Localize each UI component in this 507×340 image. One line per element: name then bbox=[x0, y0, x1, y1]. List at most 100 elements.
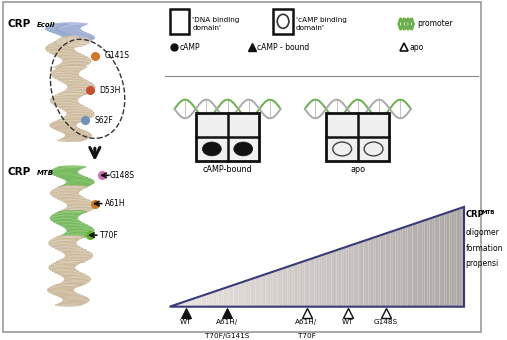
Ellipse shape bbox=[62, 91, 90, 94]
Polygon shape bbox=[224, 288, 226, 307]
Ellipse shape bbox=[58, 235, 86, 238]
Ellipse shape bbox=[64, 256, 92, 259]
Ellipse shape bbox=[61, 131, 88, 133]
Ellipse shape bbox=[51, 126, 78, 129]
Polygon shape bbox=[317, 256, 319, 307]
Ellipse shape bbox=[54, 41, 83, 44]
Ellipse shape bbox=[45, 47, 74, 50]
Polygon shape bbox=[246, 280, 248, 307]
Ellipse shape bbox=[57, 105, 85, 108]
Polygon shape bbox=[447, 212, 449, 307]
Ellipse shape bbox=[62, 36, 91, 38]
Ellipse shape bbox=[63, 23, 88, 25]
Ellipse shape bbox=[63, 298, 89, 300]
Ellipse shape bbox=[54, 174, 82, 176]
Ellipse shape bbox=[60, 302, 87, 304]
Text: Ecoli: Ecoli bbox=[37, 22, 55, 28]
Ellipse shape bbox=[57, 40, 86, 42]
Ellipse shape bbox=[49, 265, 76, 267]
Ellipse shape bbox=[66, 40, 80, 48]
Polygon shape bbox=[351, 244, 353, 307]
Polygon shape bbox=[369, 239, 371, 307]
Polygon shape bbox=[329, 252, 332, 307]
Ellipse shape bbox=[54, 293, 80, 296]
Ellipse shape bbox=[53, 128, 80, 130]
Ellipse shape bbox=[333, 142, 351, 156]
Ellipse shape bbox=[51, 73, 79, 76]
Polygon shape bbox=[364, 240, 366, 307]
Polygon shape bbox=[422, 220, 425, 307]
Ellipse shape bbox=[47, 29, 76, 32]
Polygon shape bbox=[293, 264, 295, 307]
Ellipse shape bbox=[58, 92, 86, 96]
Ellipse shape bbox=[47, 290, 74, 292]
Ellipse shape bbox=[51, 238, 79, 241]
Ellipse shape bbox=[52, 122, 79, 124]
Polygon shape bbox=[442, 214, 445, 307]
Ellipse shape bbox=[63, 275, 89, 278]
Text: G148S: G148S bbox=[110, 171, 134, 180]
Ellipse shape bbox=[50, 244, 78, 247]
Ellipse shape bbox=[56, 260, 83, 263]
Polygon shape bbox=[209, 292, 211, 307]
Ellipse shape bbox=[49, 243, 77, 246]
Text: A61H/: A61H/ bbox=[296, 319, 318, 325]
Ellipse shape bbox=[58, 29, 82, 32]
Polygon shape bbox=[280, 269, 282, 307]
Ellipse shape bbox=[54, 221, 82, 224]
Polygon shape bbox=[192, 299, 194, 307]
Ellipse shape bbox=[59, 282, 86, 285]
Ellipse shape bbox=[66, 35, 80, 42]
Text: CRP: CRP bbox=[8, 19, 31, 29]
Polygon shape bbox=[199, 296, 201, 307]
Polygon shape bbox=[187, 300, 189, 307]
Text: oligomer: oligomer bbox=[465, 227, 499, 237]
Ellipse shape bbox=[67, 86, 95, 89]
Ellipse shape bbox=[51, 42, 80, 45]
Ellipse shape bbox=[66, 206, 95, 209]
Ellipse shape bbox=[202, 142, 221, 156]
Polygon shape bbox=[358, 242, 361, 307]
Ellipse shape bbox=[55, 94, 83, 97]
Polygon shape bbox=[405, 226, 408, 307]
Ellipse shape bbox=[61, 61, 91, 64]
Polygon shape bbox=[437, 215, 440, 307]
Ellipse shape bbox=[234, 142, 252, 156]
Text: 'DNA binding
domain': 'DNA binding domain' bbox=[192, 17, 240, 31]
Ellipse shape bbox=[57, 139, 84, 142]
Ellipse shape bbox=[57, 222, 85, 225]
Polygon shape bbox=[339, 249, 341, 307]
Polygon shape bbox=[393, 230, 395, 307]
Ellipse shape bbox=[57, 175, 85, 177]
Ellipse shape bbox=[49, 30, 78, 33]
Ellipse shape bbox=[54, 66, 83, 69]
Ellipse shape bbox=[47, 50, 76, 53]
Text: cAMP-bound: cAMP-bound bbox=[203, 165, 252, 174]
Ellipse shape bbox=[58, 186, 86, 188]
Ellipse shape bbox=[58, 55, 87, 58]
Polygon shape bbox=[273, 271, 275, 307]
Polygon shape bbox=[197, 297, 199, 307]
Polygon shape bbox=[309, 258, 312, 307]
Ellipse shape bbox=[61, 117, 89, 120]
Ellipse shape bbox=[66, 40, 90, 42]
Ellipse shape bbox=[50, 191, 79, 194]
Ellipse shape bbox=[55, 247, 83, 250]
Ellipse shape bbox=[59, 66, 87, 69]
Polygon shape bbox=[353, 243, 356, 307]
Ellipse shape bbox=[51, 173, 80, 175]
Ellipse shape bbox=[64, 232, 92, 235]
Ellipse shape bbox=[64, 207, 93, 210]
Polygon shape bbox=[388, 232, 390, 307]
Polygon shape bbox=[334, 250, 337, 307]
Ellipse shape bbox=[60, 36, 74, 44]
Ellipse shape bbox=[52, 285, 79, 288]
Polygon shape bbox=[229, 286, 231, 307]
Ellipse shape bbox=[68, 39, 92, 41]
Polygon shape bbox=[327, 253, 329, 307]
Ellipse shape bbox=[57, 64, 86, 67]
Text: MTB: MTB bbox=[37, 170, 54, 176]
Polygon shape bbox=[390, 231, 393, 307]
Polygon shape bbox=[349, 245, 351, 307]
Ellipse shape bbox=[277, 14, 289, 28]
